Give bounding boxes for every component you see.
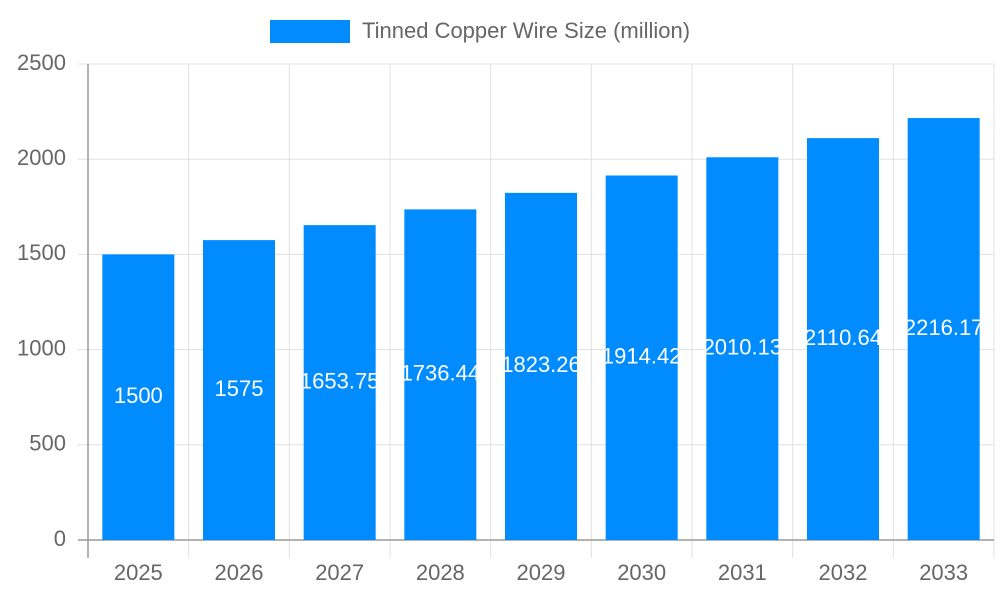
bar <box>907 118 980 540</box>
y-tick-label: 500 <box>29 431 66 456</box>
x-tick-label: 2025 <box>114 560 163 585</box>
bar <box>505 192 577 540</box>
bar <box>102 254 175 540</box>
value-label: 2216.17 <box>904 315 984 340</box>
x-tick-label: 2027 <box>315 560 364 585</box>
bar <box>203 240 275 540</box>
y-tick-label: 0 <box>54 526 66 551</box>
value-label: 1500 <box>114 383 163 408</box>
value-label: 2110.64 <box>804 325 882 350</box>
value-label: 1575 <box>215 376 264 401</box>
x-tick-label: 2026 <box>215 560 264 585</box>
value-label: 1914.42 <box>602 344 682 369</box>
y-tick-label: 1500 <box>17 240 66 265</box>
bar <box>605 175 678 540</box>
x-tick-label: 2032 <box>819 560 868 585</box>
legend-label: Tinned Copper Wire Size (million) <box>362 18 690 43</box>
y-tick-label: 1000 <box>17 335 66 360</box>
bar <box>303 225 376 540</box>
x-tick-label: 2033 <box>919 560 968 585</box>
x-tick-label: 2030 <box>617 560 666 585</box>
x-tick-label: 2029 <box>517 560 566 585</box>
legend-swatch <box>270 20 350 43</box>
x-tick-label: 2028 <box>416 560 465 585</box>
value-label: 1736.44 <box>401 361 481 386</box>
value-label: 2010.13 <box>703 334 783 359</box>
value-label: 1653.75 <box>300 368 380 393</box>
bar <box>807 138 879 540</box>
y-tick-label: 2000 <box>17 145 66 170</box>
y-tick-label: 2500 <box>17 50 66 75</box>
value-label: 1823.26 <box>501 352 581 377</box>
x-tick-label: 2031 <box>718 560 767 585</box>
bar <box>706 157 779 541</box>
bar <box>404 209 477 540</box>
